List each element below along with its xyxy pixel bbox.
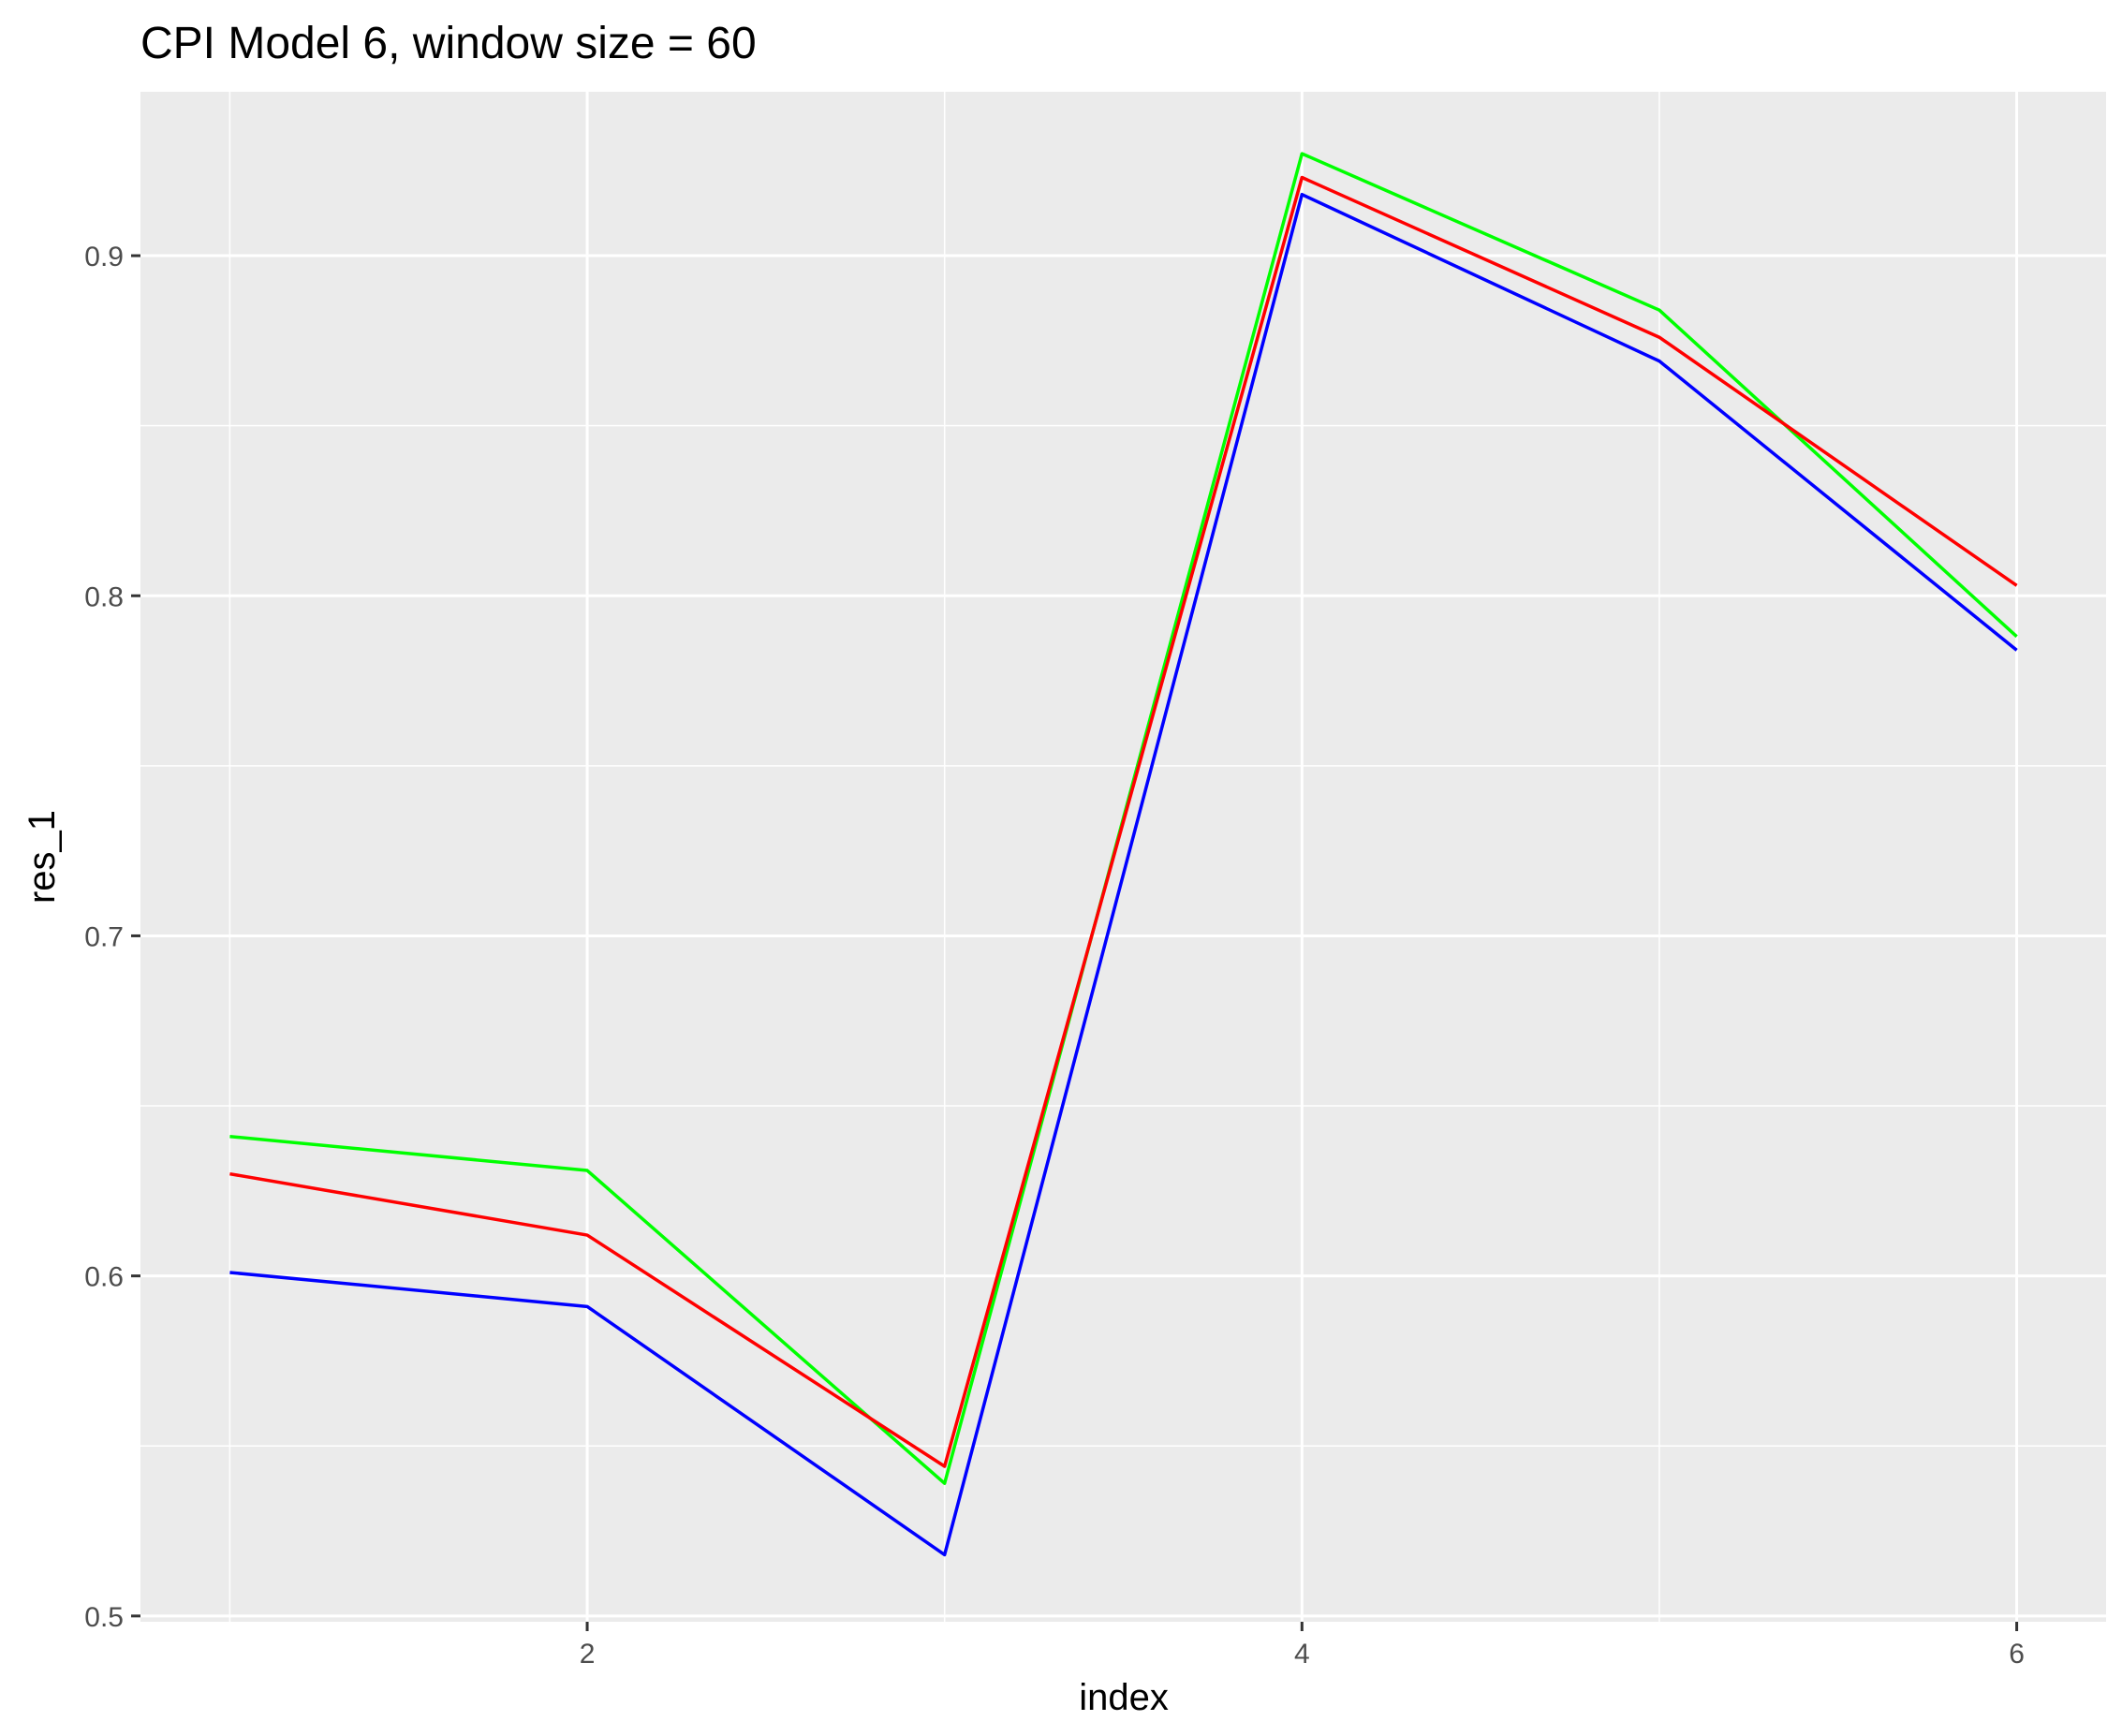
series-line-3 <box>229 192 2018 1557</box>
y-tick-label: 0.8 <box>84 581 124 612</box>
x-tick-label: 4 <box>1294 1639 1310 1670</box>
major-gridlines <box>140 92 2106 1622</box>
x-axis: 2 4 6 <box>580 1622 2025 1670</box>
minor-gridlines <box>140 92 2106 1622</box>
chart-title: CPI Model 6, window size = 60 <box>140 19 757 68</box>
y-axis: 0.5 0.6 0.7 0.8 0.9 <box>84 242 140 1633</box>
y-tick-label: 0.6 <box>84 1262 124 1293</box>
y-axis-title: res_1 <box>22 810 63 904</box>
plot-panel <box>140 92 2106 1622</box>
x-tick-label: 2 <box>580 1639 596 1670</box>
x-axis-title: index <box>1079 1677 1169 1718</box>
y-tick-label: 0.5 <box>84 1602 124 1633</box>
y-tick-label: 0.9 <box>84 242 124 272</box>
series-line-2 <box>229 175 2018 1468</box>
x-tick-label: 6 <box>2009 1639 2025 1670</box>
series-lines <box>229 152 2018 1557</box>
y-tick-label: 0.7 <box>84 921 124 952</box>
